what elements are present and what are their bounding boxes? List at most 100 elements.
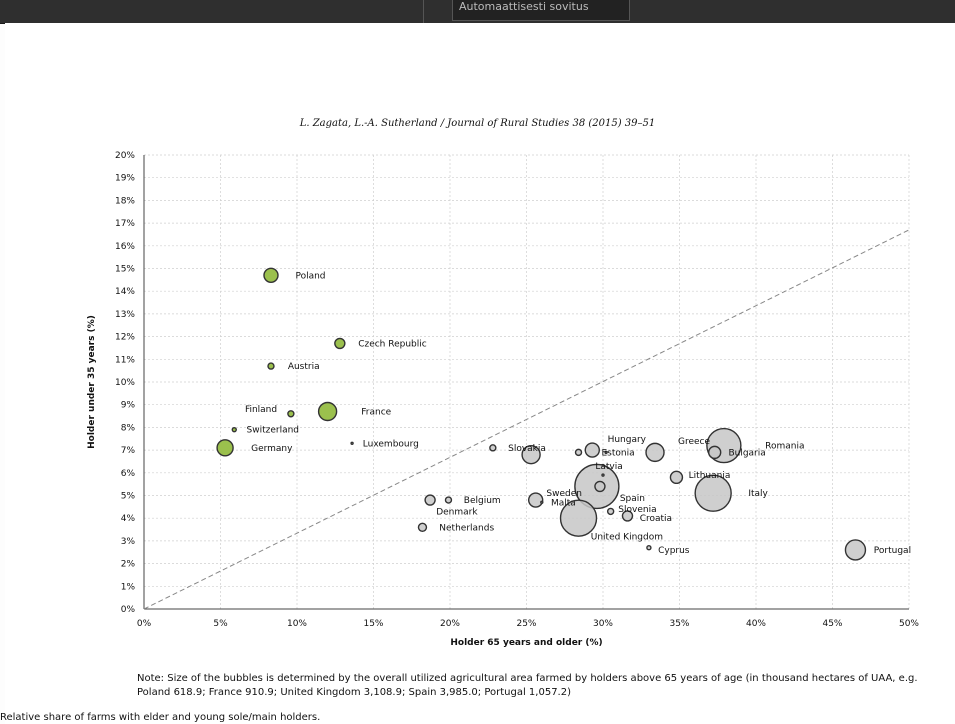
bubble-austria [267,362,275,370]
y-tick-label: 5% [121,492,136,502]
bubble-unlabeled [594,480,606,493]
bubble-labels: Poland Czech Republic Austria Finland France… [245,271,911,556]
y-tick-label: 1% [121,582,136,592]
label-czech-republic: Czech Republic [358,339,427,349]
bubble-sweden [527,492,544,508]
figure-caption: Relative share of farms with elder and y… [0,712,321,723]
y-tick-label: 9% [121,401,136,411]
zoom-select[interactable]: Automaattisesti sovitus [452,0,630,21]
bubble-chart: Poland Czech Republic Austria Finland France… [87,151,919,648]
y-tick-label: 11% [115,355,135,365]
y-tick-label: 13% [115,310,135,320]
label-lithuania: Lithuania [689,471,731,481]
label-poland: Poland [295,271,325,281]
label-belgium: Belgium [464,496,501,506]
chart-axes [143,155,909,610]
figure-note: Note: Size of the bubbles is determined … [137,673,918,698]
document-page [5,23,955,724]
x-tick-label: 45% [822,619,842,629]
y-axis-title: Holder under 35 years (%) [87,315,97,449]
label-slovenia: Slovenia [618,505,656,515]
label-italy: Italy [748,489,768,499]
x-axis-title: Holder 65 years and older (%) [450,638,602,648]
bubble-finland [287,410,295,418]
y-tick-label: 15% [115,265,135,275]
label-croatia: Croatia [640,514,672,524]
y-tick-label: 12% [115,333,135,343]
bubble-netherlands [417,522,428,532]
bubble-estonia [604,450,608,455]
bubble-lithuania [669,470,684,485]
label-slovakia: Slovakia [508,444,546,454]
y-tick-label: 20% [115,151,135,161]
chart-grid [144,154,910,609]
label-luxembourg: Luxembourg [363,439,419,449]
label-bulgaria: Bulgaria [728,448,765,458]
x-tick-label: 40% [746,619,766,629]
tick-labels: 0% 1% 2% 3% 4% 5% 6% 7% 8% 9% 10% 11% 12% 13% 14% 15% 16… [115,151,919,629]
x-tick-label: 0% [137,619,152,629]
diagonal-line [143,229,910,610]
bubble-hungary [584,442,600,458]
bubble-switzerland [231,426,237,433]
y-tick-label: 0% [121,605,136,615]
bubble-denmark [424,494,436,506]
y-tick-label: 7% [121,446,136,456]
label-cyprus: Cyprus [658,546,690,556]
bubble-slovenia [606,507,615,516]
y-tick-label: 8% [121,423,136,433]
label-germany: Germany [251,444,293,454]
bubble-germany [216,439,234,457]
y-tick-label: 10% [115,378,135,388]
bubble-unlabeled [574,448,583,457]
bubbles [216,267,867,561]
bubble-slovakia [489,444,497,452]
label-denmark: Denmark [436,507,478,517]
bubble-latvia [601,473,605,477]
bubble-czech-republic [334,337,346,350]
bubble-greece [645,442,665,463]
bubble-malta [540,500,544,505]
toolbar-separator [423,0,424,23]
y-tick-label: 14% [115,287,135,297]
journal-header: L. Zagata, L.-A. Sutherland / Journal of… [299,118,656,129]
y-tick-label: 18% [115,196,135,206]
label-united-kingdom: United Kingdom [591,532,663,542]
label-hungary: Hungary [608,435,647,445]
label-austria: Austria [288,362,320,372]
label-latvia: Latvia [595,462,622,472]
bubble-italy [694,474,732,512]
y-tick-label: 2% [121,560,136,570]
x-tick-label: 15% [363,619,383,629]
y-tick-label: 19% [115,174,135,184]
x-tick-label: 50% [899,619,919,629]
x-tick-label: 30% [593,619,613,629]
y-tick-label: 16% [115,242,135,252]
bubble-belgium [444,496,453,504]
bubble-luxembourg [350,441,354,445]
label-finland: Finland [245,405,277,415]
bubble-croatia [621,510,634,522]
x-tick-label: 5% [213,619,228,629]
label-france: France [361,408,391,418]
label-sweden: Sweden [546,489,582,499]
bubble-united-kingdom [559,499,598,537]
label-netherlands: Netherlands [439,523,494,533]
bubble-france [317,401,338,422]
bubble-poland [263,267,279,284]
y-tick-label: 6% [121,469,136,479]
label-estonia: Estonia [601,448,634,458]
label-greece: Greece [678,437,710,447]
label-spain: Spain [620,494,645,504]
x-tick-label: 20% [440,619,460,629]
y-tick-label: 17% [115,219,135,229]
label-romania: Romania [765,442,804,452]
y-tick-label: 3% [121,537,136,547]
label-malta: Malta [551,498,576,508]
bubble-portugal [844,539,867,561]
x-tick-label: 10% [287,619,307,629]
label-portugal: Portugal [874,546,911,556]
label-switzerland: Switzerland [247,426,300,436]
y-tick-label: 4% [121,514,136,524]
bubble-bulgaria [707,445,722,460]
